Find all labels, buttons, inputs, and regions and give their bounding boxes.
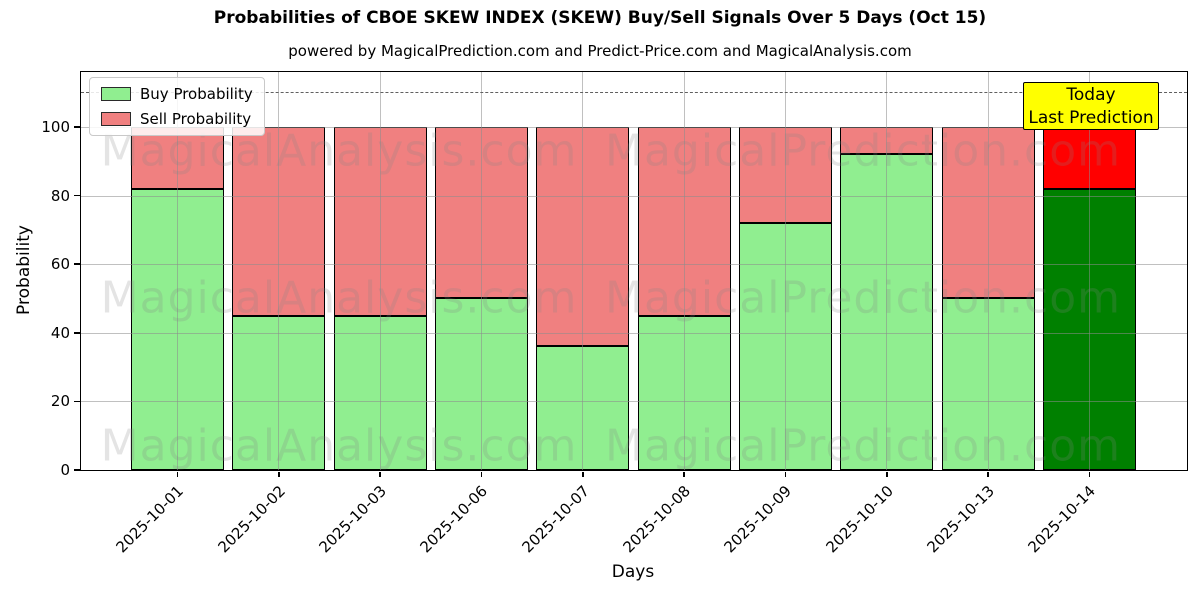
x-tick-mark (1088, 471, 1091, 477)
x-gridline (480, 72, 482, 470)
y-gridline (81, 264, 1187, 266)
today-annotation: Today Last Prediction (1023, 82, 1159, 130)
watermark-text: MagicalAnalysis.com (100, 420, 578, 472)
x-gridline (379, 72, 381, 470)
y-tick-mark (74, 194, 80, 197)
x-tick-label-text: 2025-10-14 (1024, 482, 1100, 557)
y-tick-label: 40 (50, 323, 70, 342)
legend-label-buy: Buy Probability (140, 85, 253, 103)
x-tick-label-text: 2025-10-03 (315, 482, 390, 557)
x-tick-mark (278, 471, 280, 477)
x-tick-mark (683, 471, 685, 477)
x-tick-label-text: 2025-10-02 (214, 482, 289, 557)
watermark-text: MagicalPrediction.com (605, 272, 1121, 324)
x-tick-label-text: 2025-10-08 (619, 482, 694, 557)
legend-item-sell: Sell Probability (101, 110, 253, 128)
x-gridline (582, 72, 584, 470)
x-gridline (1088, 72, 1090, 470)
legend-swatch-sell-icon (101, 112, 131, 126)
today-annotation-line2: Last Prediction (1028, 108, 1154, 128)
x-gridline (987, 72, 989, 470)
y-axis-label: Probability (14, 225, 34, 315)
x-tick-label-text: 2025-10-09 (720, 482, 796, 557)
x-tick-label-text: 2025-10-07 (518, 482, 593, 557)
legend-item-buy: Buy Probability (101, 85, 253, 103)
x-tick-mark (582, 471, 584, 477)
today-annotation-line1: Today (1066, 85, 1116, 105)
legend: Buy Probability Sell Probability (89, 77, 265, 136)
y-gridline (81, 195, 1187, 197)
chart-subtitle: powered by MagicalPrediction.com and Pre… (288, 42, 912, 60)
y-tick-label: 80 (50, 186, 70, 205)
x-tick-label-text: 2025-10-10 (822, 482, 897, 557)
x-gridline (683, 72, 685, 470)
x-gridline (177, 72, 178, 470)
y-tick-mark (74, 332, 80, 334)
y-gridline (81, 401, 1187, 403)
watermark-text: MagicalPrediction.com (605, 420, 1121, 472)
x-gridline (784, 72, 786, 470)
plot-area: Buy Probability Sell Probability Today L… (41, 71, 1188, 556)
y-tick-label: 60 (50, 255, 70, 274)
y-gridline (81, 126, 1187, 128)
x-tick-label-text: 2025-10-01 (112, 482, 188, 557)
x-gridline (886, 72, 888, 470)
y-tick-mark (74, 263, 80, 265)
watermark-text: MagicalPrediction.com (605, 125, 1121, 177)
y-tick-mark (74, 126, 80, 128)
x-tick-label-text: 2025-10-06 (416, 482, 492, 557)
y-tick-label: 0 (60, 461, 70, 479)
y-tick-mark (74, 400, 80, 403)
dashed-threshold-line (81, 91, 1187, 93)
y-tick-label: 20 (50, 392, 70, 411)
x-axis-label: Days (611, 562, 655, 582)
x-tick-mark (379, 471, 381, 477)
y-tick-label: 100 (41, 117, 70, 136)
x-tick-mark (987, 471, 989, 477)
x-tick-mark (176, 471, 179, 477)
watermark-text: MagicalAnalysis.com (100, 272, 578, 324)
x-gridline (278, 72, 280, 470)
legend-swatch-buy-icon (101, 87, 131, 101)
x-tick-label-text: 2025-10-13 (923, 482, 998, 557)
y-tick-mark (74, 469, 80, 471)
chart-title: Probabilities of CBOE SKEW INDEX (SKEW) … (213, 8, 987, 28)
x-tick-mark (480, 471, 483, 477)
y-gridline (81, 332, 1187, 334)
x-tick-mark (784, 471, 787, 477)
x-tick-mark (886, 471, 888, 477)
legend-label-sell: Sell Probability (140, 110, 252, 128)
